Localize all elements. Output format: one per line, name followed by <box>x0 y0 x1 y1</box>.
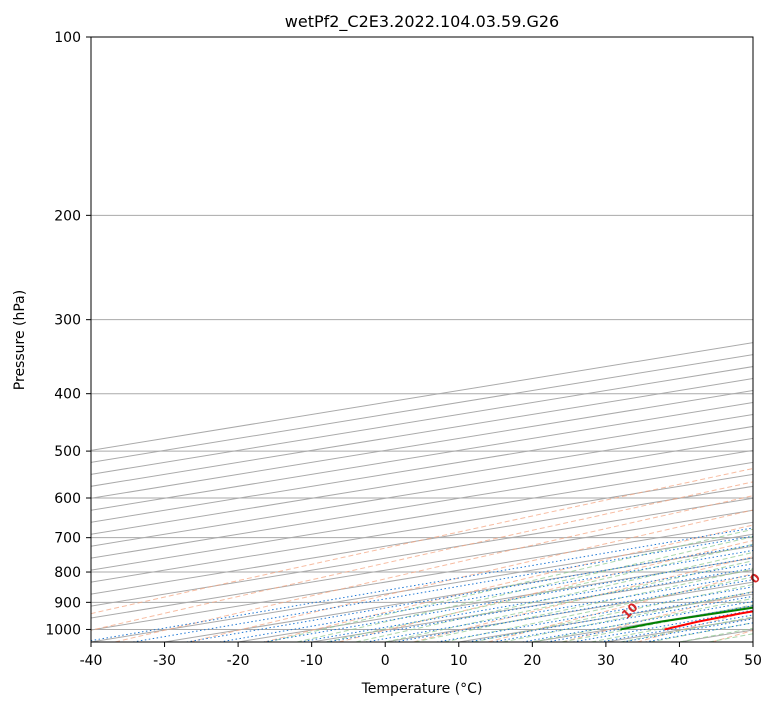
plot-background <box>91 37 753 642</box>
x-tick-label: -40 <box>80 653 103 669</box>
y-tick-label: 1000 <box>45 622 81 638</box>
mixing-ratio-line <box>394 579 753 642</box>
isotherm-line <box>91 449 753 559</box>
mixing-ratio-line <box>91 527 753 642</box>
mixing-ratio-line <box>436 586 753 642</box>
y-tick-label: 600 <box>54 491 81 507</box>
x-tick-label: 20 <box>523 653 541 669</box>
y-tick-label: 500 <box>54 444 81 460</box>
x-tick-label: 0 <box>381 653 390 669</box>
x-axis-label: Temperature (°C) <box>361 681 483 697</box>
isotherm-line <box>91 521 753 631</box>
moist-adiabat-line <box>414 568 753 642</box>
plot-frame <box>90 36 754 643</box>
isotherm-line <box>91 485 753 595</box>
y-tick-label: 800 <box>54 565 81 581</box>
isotherm-line <box>91 461 753 571</box>
moist-adiabat-line <box>443 576 753 642</box>
y-tick-label: 300 <box>54 313 81 329</box>
x-tick-label: 10 <box>450 653 468 669</box>
x-tick-label: -30 <box>153 653 176 669</box>
x-tick-label: -10 <box>300 653 323 669</box>
x-tick-label: 50 <box>744 653 762 669</box>
isotherm-line <box>91 497 753 607</box>
ticks-layer: -40 -30 -20 -10 0 10 20 30 40 50 100 200 300 400 500 60… <box>45 30 762 669</box>
y-tick-label: 900 <box>54 595 81 611</box>
y-tick-label: 400 <box>54 387 81 403</box>
moist-adiabat-line <box>296 536 753 642</box>
moist-adiabat-line <box>326 543 753 642</box>
moist-adiabat-line <box>532 597 753 642</box>
moist-adiabat-line <box>385 560 753 642</box>
x-tick-label: 30 <box>597 653 615 669</box>
mixing-ratio-line <box>365 574 753 642</box>
y-tick-label: 700 <box>54 531 81 547</box>
moist-adiabat-line <box>473 583 753 642</box>
x-tick-label: -20 <box>227 653 250 669</box>
x-tick-label: 40 <box>671 653 689 669</box>
mixing-ratio-line <box>132 535 753 642</box>
isotherm-line <box>91 533 753 642</box>
isotherm-line <box>91 473 753 583</box>
y-tick-label: 200 <box>54 208 81 224</box>
isotherm-line <box>91 437 753 547</box>
background-lines <box>91 37 753 642</box>
y-tick-label: 100 <box>54 30 81 46</box>
isotherm-line <box>752 641 753 642</box>
chart-title: wetPf2_C2E3.2022.104.03.59.G26 <box>285 12 559 32</box>
y-axis-label: Pressure (hPa) <box>12 290 28 390</box>
isotherm-line <box>91 509 753 619</box>
